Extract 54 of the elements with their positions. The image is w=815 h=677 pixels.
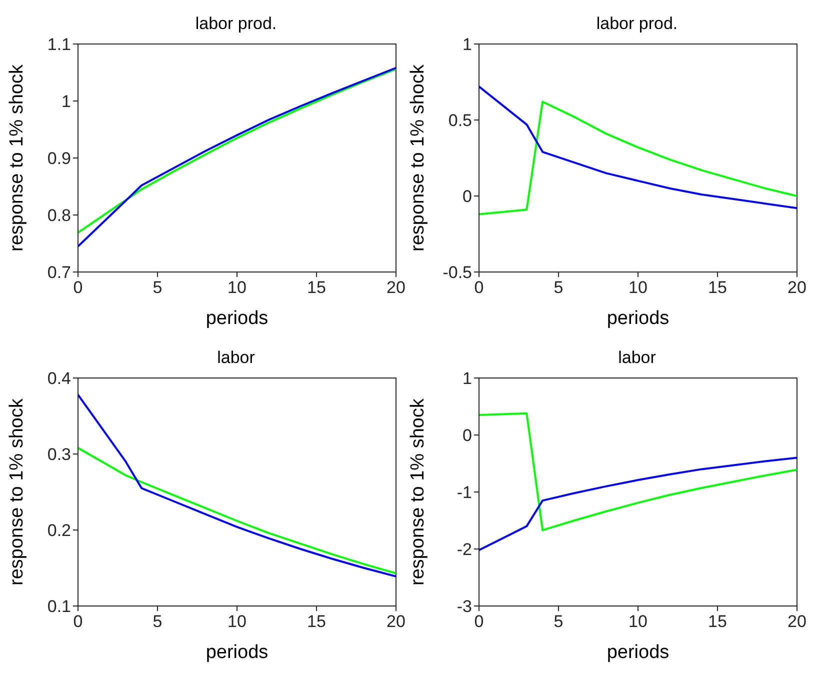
y-tick-label: 0.5 [448, 111, 472, 130]
line-series [479, 86, 797, 210]
y-tick-label: -0.5 [442, 263, 472, 282]
x-tick-label: 20 [788, 612, 806, 632]
y-tick-label: -3 [456, 597, 472, 616]
y-axis-title: response to 1% shock [408, 398, 429, 586]
x-tick-label: 20 [788, 278, 806, 298]
y-tick-label: 0.3 [47, 445, 71, 464]
x-tick-label: 0 [73, 278, 83, 298]
line-series [78, 446, 396, 574]
y-tick-label: 0.9 [47, 149, 71, 168]
chart-title: labor [617, 348, 657, 368]
y-tick-label: 1 [62, 92, 71, 112]
x-tick-label: 15 [708, 612, 727, 632]
x-tick-label: 0 [73, 612, 83, 632]
y-tick-label: 0.4 [47, 369, 71, 388]
x-axis-title: periods [206, 308, 268, 329]
y-tick-label: 0.8 [47, 206, 71, 226]
x-tick-label: 15 [307, 612, 326, 632]
x-axis-title: periods [606, 642, 670, 663]
chart-title: labor prod. [194, 14, 278, 34]
y-tick-label: 0.1 [47, 597, 71, 616]
y-tick-label: 0.7 [47, 263, 71, 282]
x-tick-label: 5 [554, 278, 564, 298]
y-tick-label: 0 [462, 426, 472, 446]
x-tick-label: 15 [708, 278, 727, 298]
x-tick-label: 10 [228, 278, 246, 298]
y-tick-label: 0.2 [47, 521, 71, 540]
x-axis-title: periods [606, 308, 670, 329]
x-tick-label: 5 [152, 612, 162, 632]
x-tick-label: 10 [628, 278, 648, 298]
line-series [479, 412, 797, 532]
y-tick-label: 1 [462, 369, 472, 388]
line-series [479, 456, 797, 552]
y-tick-label: 1 [462, 35, 472, 54]
y-tick-label: -2 [456, 540, 472, 560]
x-tick-label: 10 [228, 612, 246, 632]
x-tick-label: 10 [628, 612, 648, 632]
x-axis-title: periods [206, 642, 268, 663]
y-tick-label: -1 [456, 483, 472, 502]
line-series [78, 394, 396, 578]
x-tick-label: 5 [152, 278, 162, 298]
chart-title: labor [216, 348, 256, 368]
y-axis-title: response to 1% shock [6, 398, 28, 586]
y-axis-title: response to 1% shock [6, 64, 28, 252]
x-tick-label: 5 [554, 612, 564, 632]
x-tick-label: 15 [307, 278, 326, 298]
y-tick-label: 0 [462, 187, 472, 206]
y-axis-title: response to 1% shock [408, 64, 429, 252]
x-tick-label: 20 [386, 278, 406, 298]
x-tick-label: 20 [386, 612, 406, 632]
chart-title: labor prod. [595, 14, 679, 34]
y-tick-label: 1.1 [47, 35, 71, 54]
line-series [479, 100, 797, 216]
